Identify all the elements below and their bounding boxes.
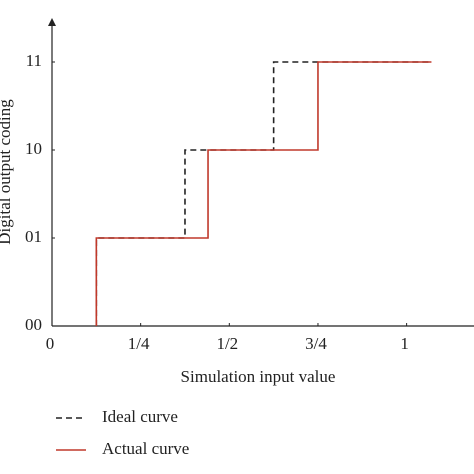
y-axis-arrow [48,18,56,26]
y-tick-label: 01 [25,227,42,246]
x-tick-label: 3/4 [305,334,327,353]
legend-label: Ideal curve [102,407,178,426]
y-tick-label: 00 [25,315,42,334]
x-tick-label: 1 [400,334,409,353]
x-tick-label: 0 [46,334,55,353]
y-tick-label: 10 [25,139,42,158]
line-series [95,61,432,326]
legend-label: Actual curve [102,439,189,458]
x-tick-label: 1/2 [216,334,238,353]
y-axis-label: Digital output coding [0,99,14,245]
x-tick-label: 1/4 [128,334,150,353]
line-series [95,61,432,326]
y-tick-label: 11 [26,51,42,70]
x-axis-label: Simulation input value [181,367,336,386]
